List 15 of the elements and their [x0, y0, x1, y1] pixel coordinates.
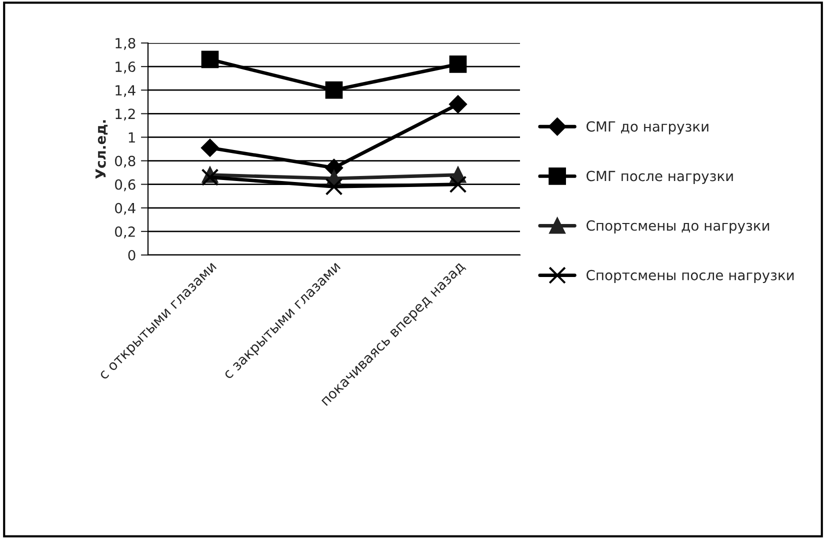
y-tick-label: 0,4 [115, 202, 136, 215]
y-tick-label: 0,8 [115, 156, 136, 168]
legend-label: Спортсмены после нагрузки [586, 270, 794, 284]
y-tick-label: 0,6 [115, 179, 136, 192]
legend-label: СМГ до нагрузки [586, 121, 708, 134]
y-tick-label: 1,8 [116, 38, 136, 50]
y-tick-label: 1,4 [116, 85, 136, 97]
y-tick-label: 1 [128, 132, 135, 142]
y-tick-label: 1,2 [116, 108, 135, 121]
legend-label: СМГ после нагрузки [586, 170, 733, 184]
y-tick-label: 0,2 [115, 226, 135, 238]
y-tick-label: 0 [128, 250, 136, 260]
y-tick-label: 1,6 [116, 62, 136, 74]
y-axis-title: Усл.ед. [96, 120, 108, 179]
legend-label: Спортсмены до нагрузки [586, 220, 770, 234]
